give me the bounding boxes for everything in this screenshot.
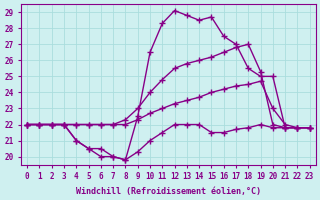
X-axis label: Windchill (Refroidissement éolien,°C): Windchill (Refroidissement éolien,°C) <box>76 187 261 196</box>
